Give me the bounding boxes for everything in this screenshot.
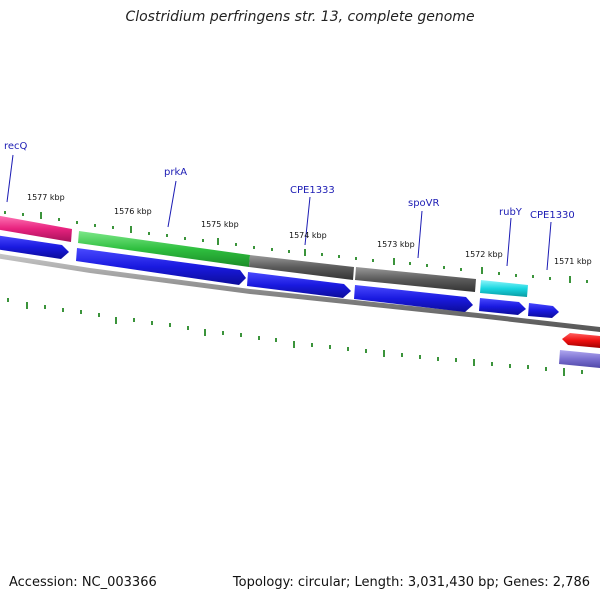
cds-arrow-2[interactable]: [76, 248, 246, 285]
upper-ticks: [4, 211, 588, 283]
gene-label-cpe1333[interactable]: CPE1333: [290, 185, 335, 196]
map-title: Clostridium perfringens str. 13, complet…: [125, 9, 475, 25]
kbp-label: 1574 kbp: [289, 231, 327, 240]
gene-label-prka[interactable]: prkA: [164, 167, 187, 178]
genome-summary: Topology: circular; Length: 3,031,430 bp…: [232, 575, 590, 590]
cds-arrow-4[interactable]: [354, 285, 473, 312]
gene-cpe1333[interactable]: [249, 255, 354, 280]
kbp-label: 1575 kbp: [201, 220, 239, 229]
gene-track-upper: [0, 215, 528, 297]
gene-recq[interactable]: [0, 215, 72, 242]
cds-arrow-3[interactable]: [247, 272, 351, 298]
accession-text: Accession: NC_003366: [9, 575, 157, 590]
kbp-label: 1577 kbp: [27, 193, 65, 202]
cds-arrow-5[interactable]: [479, 298, 526, 315]
kbp-labels: 1577 kbp 1576 kbp 1575 kbp 1574 kbp 1573…: [27, 193, 592, 266]
kbp-label: 1572 kbp: [465, 250, 503, 259]
gene-label-recq[interactable]: recQ: [4, 141, 28, 152]
gene-ruby[interactable]: [480, 280, 528, 297]
gene-labels: recQ prkA CPE1333 spoVR rubY CPE1330: [4, 141, 575, 221]
cds-arrow-1[interactable]: [0, 235, 69, 259]
gene-prka[interactable]: [78, 231, 250, 267]
gene-label-cpe1330[interactable]: CPE1330: [530, 210, 575, 221]
kbp-label: 1573 kbp: [377, 240, 415, 249]
gene-purple-feature[interactable]: [559, 350, 600, 368]
gene-spovr[interactable]: [355, 267, 476, 292]
kbp-label: 1576 kbp: [114, 207, 152, 216]
gene-label-spovr[interactable]: spoVR: [408, 198, 440, 209]
gene-red-feature[interactable]: [562, 333, 600, 348]
lower-ticks: [7, 298, 583, 376]
gene-label-ruby[interactable]: rubY: [499, 207, 523, 218]
label-leaders: [6, 154, 552, 271]
genome-backbone: [0, 253, 600, 332]
cds-track: [0, 235, 559, 318]
cds-arrow-6[interactable]: [528, 303, 559, 318]
kbp-label: 1571 kbp: [554, 257, 592, 266]
